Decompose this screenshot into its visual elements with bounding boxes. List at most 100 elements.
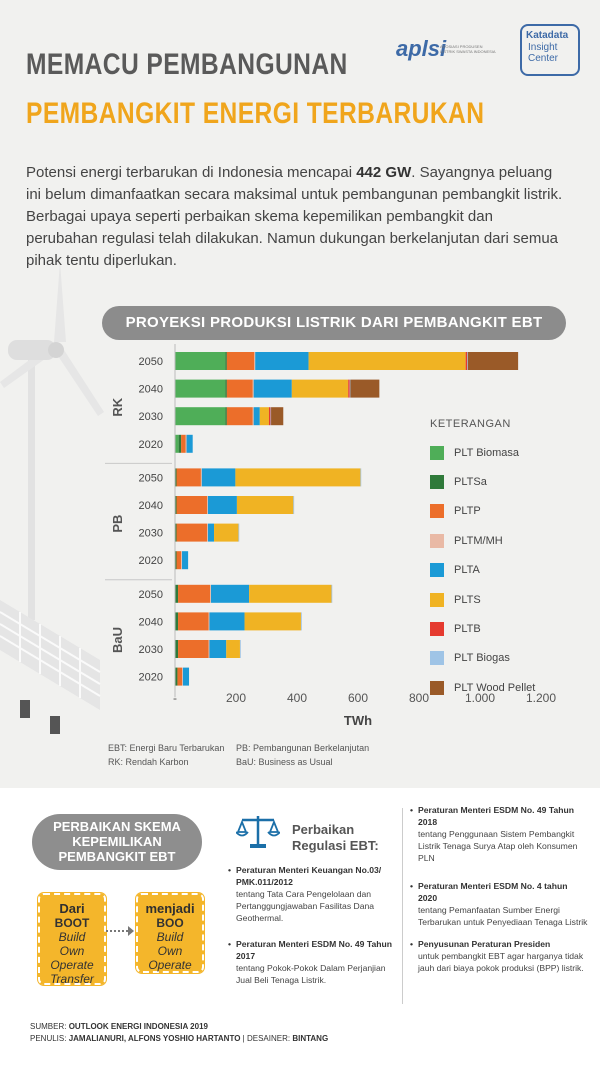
speech-bubble-icon (520, 24, 580, 76)
bar-segment (252, 379, 254, 398)
bar-segment (308, 352, 466, 370)
bar-segment (209, 612, 245, 631)
note-ebt: EBT: Energi Baru Terbarukan (108, 743, 225, 753)
solar-panel-illustration (0, 600, 101, 734)
bar-segment (207, 523, 215, 542)
page-title-line2: PEMBANGKIT ENERGI TERBARUKAN (26, 97, 485, 130)
legend-item: PLT Wood Pellet (430, 673, 590, 702)
legend-item: PLTA (430, 556, 590, 585)
bar-segment (176, 523, 208, 542)
legend-label: PLTA (454, 564, 480, 577)
x-axis-label: TWh (344, 713, 372, 728)
bar-segment (360, 468, 362, 487)
bar-segment (253, 407, 260, 426)
arrow-right-icon (128, 926, 134, 936)
bar-segment (178, 584, 211, 603)
scheme-title-pill: PERBAIKAN SKEMA KEPEMILIKAN PEMBANGKIT E… (32, 814, 202, 870)
bar-segment (178, 640, 209, 658)
regulation-item: Penyusunan Peraturan Presiden untuk pemb… (418, 938, 588, 974)
bar-segment (225, 352, 227, 370)
legend-swatch (430, 533, 444, 548)
bar-segment (178, 434, 182, 453)
x-tick-label: 800 (409, 691, 429, 705)
legend-swatch (430, 651, 444, 666)
chart-title-pill: PROYEKSI PRODUKSI LISTRIK DARI PEMBANGKI… (102, 306, 566, 340)
chart-legend: KETERANGAN PLT Biomasa PLTSa PLTP PLTM/MH PL… (430, 418, 590, 703)
bar-segment (207, 496, 237, 514)
bar-segment (467, 352, 519, 370)
legend-item: PLTSa (430, 467, 590, 496)
bar-segment (207, 496, 208, 514)
bar-segment (182, 667, 190, 686)
katadata-logo-line2: Insight Center (528, 42, 559, 64)
bar-segment (271, 407, 284, 426)
x-tick-label: 200 (226, 691, 246, 705)
legend-swatch (430, 504, 444, 519)
x-tick-label: 400 (287, 691, 307, 705)
bar-segment (185, 434, 187, 453)
year-label: 2050 (139, 589, 163, 601)
legend-item: PLTM/MH (430, 526, 590, 555)
bar-segment (291, 379, 349, 398)
bar-segment (214, 523, 239, 542)
bar-segment (235, 468, 361, 487)
bar-segment (177, 667, 183, 686)
bar-segment (331, 584, 333, 603)
bar-segment (207, 523, 208, 542)
bar-segment (201, 468, 236, 487)
bar-segment (175, 379, 226, 398)
year-label: 2020 (139, 672, 163, 684)
legend-swatch (430, 680, 444, 695)
bar-segment (175, 667, 178, 686)
bar-segment (208, 640, 210, 658)
legend-label: PLT Biomasa (454, 446, 520, 459)
year-label: 2040 (139, 384, 163, 396)
bar-segment (175, 584, 179, 603)
bar-segment (253, 379, 292, 398)
bar-segment (226, 352, 255, 370)
scheme-from-box: Dari BOOT Build Own Operate Transfer (37, 892, 107, 986)
bar-segment (467, 352, 468, 370)
regulation-item: Peraturan Menteri Keuangan No.03/ PMK.01… (236, 864, 400, 924)
chart-title: PROYEKSI PRODUKSI LISTRIK DARI PEMBANGKI… (125, 314, 543, 331)
bar-segment (175, 551, 177, 570)
bar-segment (293, 496, 295, 514)
bar-segment (186, 434, 193, 453)
legend-label: PLTB (454, 623, 481, 636)
aplsi-logo-word: aplsi (396, 36, 447, 61)
credits-footer: SUMBER: OUTLOOK ENERGI INDONESIA 2019 PE… (30, 1022, 329, 1043)
regulation-item: Peraturan Menteri ESDM No. 49 Tahun 2017… (236, 938, 400, 986)
group-label: RK (110, 397, 125, 416)
bar-segment (175, 407, 226, 426)
scheme-from-head: Dari (59, 901, 85, 916)
x-tick-label: 600 (348, 691, 368, 705)
katadata-logo-line1: Katadata (526, 30, 569, 41)
legend-swatch (430, 592, 444, 607)
note-rk: RK: Rendah Karbon (108, 757, 189, 767)
bar-segment (209, 640, 227, 658)
year-label: 2040 (139, 616, 163, 628)
bar-segment (252, 407, 254, 426)
legend-swatch (430, 622, 444, 637)
bar-segment (175, 352, 226, 370)
year-label: 2030 (139, 411, 163, 423)
bar-segment (200, 468, 202, 487)
bar-segment (226, 379, 253, 398)
bar-segment (175, 496, 177, 514)
bar-segment (225, 379, 227, 398)
legend-label: PLT Wood Pellet (454, 681, 536, 694)
year-label: 2020 (139, 439, 163, 451)
scheme-to-box: menjadi BOO Build Own Operate (135, 892, 205, 974)
bar-segment (348, 379, 350, 398)
regulation-title: Perbaikan Regulasi EBT: (292, 822, 379, 853)
bar-segment (181, 434, 186, 453)
legend-item: PLTB (430, 614, 590, 643)
bar-segment (182, 667, 183, 686)
bar-segment (176, 551, 182, 570)
bar-segment (210, 584, 211, 603)
arrow-line (106, 930, 132, 932)
bar-segment (176, 468, 201, 487)
legend-item: PLT Biomasa (430, 438, 590, 467)
legend-item: PLTS (430, 585, 590, 614)
bar-segment (175, 434, 179, 453)
